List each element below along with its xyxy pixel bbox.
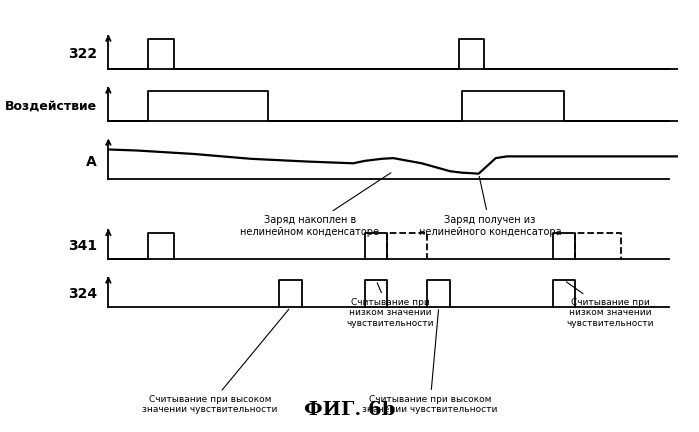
Text: 324: 324 bbox=[68, 286, 97, 301]
Text: Воздействие: Воздействие bbox=[5, 99, 97, 112]
Text: Считывание при
низком значении
чувствительности: Считывание при низком значении чувствите… bbox=[566, 282, 654, 328]
Text: Заряд накоплен в
нелинейном конденсаторе: Заряд накоплен в нелинейном конденсаторе bbox=[240, 173, 391, 237]
Text: Считывание при высоком
значении чувствительности: Считывание при высоком значении чувствит… bbox=[362, 310, 498, 414]
Text: Считывание при
низком значении
чувствительности: Считывание при низком значении чувствите… bbox=[346, 283, 434, 328]
Text: A: A bbox=[86, 155, 97, 168]
Text: 341: 341 bbox=[68, 239, 97, 253]
Text: Считывание при высоком
значении чувствительности: Считывание при высоком значении чувствит… bbox=[143, 309, 289, 414]
Text: ФИГ. 6b: ФИГ. 6b bbox=[304, 401, 395, 419]
Text: 322: 322 bbox=[68, 47, 97, 61]
Text: Заряд получен из
нелинейного конденсатора: Заряд получен из нелинейного конденсатор… bbox=[419, 176, 561, 237]
